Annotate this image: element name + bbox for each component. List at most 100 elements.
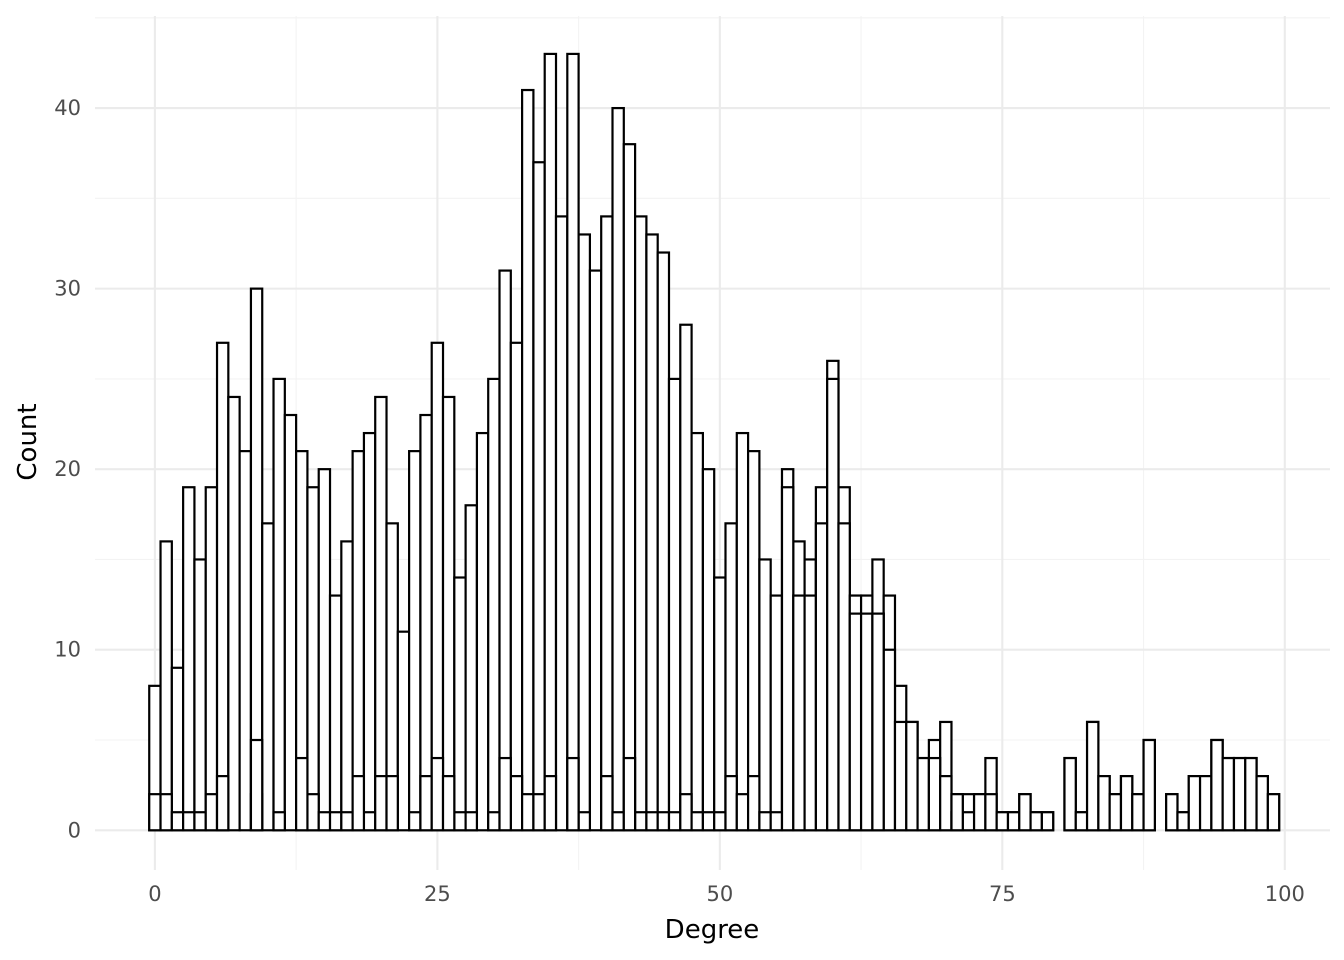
y-axis-title: Count	[13, 403, 43, 480]
histogram-bar	[441, 395, 456, 832]
y-tick-label: 20	[54, 457, 81, 481]
histogram-bar	[487, 811, 501, 832]
histogram-bar	[340, 811, 354, 832]
histogram-bar	[509, 341, 524, 832]
y-tick-label: 40	[54, 96, 81, 120]
y-tick-label: 10	[54, 638, 81, 662]
histogram-bar	[1255, 775, 1269, 832]
histogram-bar	[204, 486, 219, 832]
histogram-bar	[317, 468, 332, 832]
histogram-bar	[543, 52, 558, 832]
histogram-bar	[317, 811, 332, 832]
histogram-bar	[215, 775, 230, 832]
histogram-bar	[1221, 756, 1236, 832]
histogram-bar	[1266, 793, 1281, 832]
histogram-bar	[306, 486, 320, 832]
histogram-bar	[328, 594, 343, 832]
histogram-bar	[1006, 811, 1021, 832]
histogram-bar	[272, 377, 286, 832]
histogram-bar	[984, 793, 998, 832]
histogram-bar	[351, 450, 366, 832]
histogram-bar	[566, 52, 580, 832]
histogram-bar	[543, 775, 558, 832]
histogram-bar	[871, 612, 885, 832]
histogram-bar	[713, 811, 727, 832]
histogram-bar	[780, 486, 795, 832]
histogram-bar	[1232, 756, 1247, 832]
histogram-bar	[215, 341, 230, 832]
histogram-bar	[453, 811, 467, 832]
histogram-bar	[611, 811, 625, 832]
histogram-bar	[328, 811, 343, 832]
y-axis-tick-labels: 0 10 20 30 40	[54, 96, 81, 842]
histogram-bar	[848, 612, 863, 832]
histogram-bar	[351, 775, 366, 832]
histogram-bar	[532, 161, 546, 832]
histogram-bar	[656, 251, 671, 832]
histogram-bar	[487, 377, 501, 832]
histogram-bar	[159, 793, 173, 832]
histogram-bar	[972, 793, 987, 832]
histogram-bar	[385, 775, 399, 832]
histogram-bar	[577, 233, 592, 832]
histogram-bar	[611, 106, 625, 832]
histogram-bar	[588, 269, 603, 832]
histogram-bar	[792, 594, 806, 832]
histogram-bar	[667, 811, 682, 832]
histogram-bar	[227, 395, 241, 832]
histogram-bar	[1165, 793, 1179, 832]
histogram-bar	[690, 811, 704, 832]
histogram-bar	[645, 233, 659, 832]
histogram-bar	[758, 558, 772, 832]
histogram-bar	[859, 612, 874, 832]
histogram-bar	[803, 594, 817, 832]
x-tick-label: 25	[424, 882, 451, 906]
histogram-bar	[713, 576, 727, 832]
histogram-bar	[475, 431, 490, 832]
histogram-bar	[193, 811, 207, 832]
histogram-bar	[950, 793, 964, 832]
histogram-bar	[837, 522, 851, 832]
histogram-bar	[261, 522, 275, 832]
histogram-bar	[1108, 793, 1123, 832]
histogram-bar	[961, 811, 976, 832]
histogram-bar	[554, 215, 569, 832]
histogram-bar	[735, 793, 750, 832]
histogram-bar	[679, 323, 693, 832]
histogram-bar	[182, 811, 196, 832]
histogram-bar	[1131, 793, 1145, 832]
histogram-bar	[1198, 775, 1213, 832]
histogram-bar	[667, 377, 682, 832]
histogram-bar	[249, 738, 264, 832]
histogram-bar	[1187, 775, 1202, 832]
histogram-bar	[1074, 811, 1089, 832]
histogram-bar	[769, 594, 784, 832]
histogram-bar	[1097, 775, 1111, 832]
histogram-bar	[419, 413, 433, 832]
histogram-bar	[701, 811, 716, 832]
histogram-bar	[441, 775, 456, 832]
histogram-bar	[995, 811, 1010, 832]
x-tick-label: 0	[148, 882, 161, 906]
histogram-bar	[362, 811, 377, 832]
histogram-bar	[272, 811, 286, 832]
histogram-bar	[374, 395, 388, 832]
histogram-bar	[193, 558, 207, 832]
histogram-bar	[1142, 738, 1156, 832]
histogram-bar	[566, 756, 580, 832]
histogram-bar	[905, 720, 919, 832]
histogram-bar	[295, 756, 309, 832]
histogram-bar	[882, 648, 897, 832]
histogram-bar	[679, 793, 693, 832]
histogram-bar	[340, 540, 354, 832]
histogram-bar	[283, 413, 298, 832]
histogram-bar	[600, 215, 614, 832]
histogram-bar	[148, 793, 162, 832]
histogram-bar	[408, 450, 422, 832]
histogram-bar	[735, 431, 750, 832]
histogram-bar	[1018, 793, 1032, 832]
histogram-bar	[1085, 720, 1100, 832]
histogram-bar	[701, 468, 716, 832]
histogram-bar	[419, 775, 433, 832]
